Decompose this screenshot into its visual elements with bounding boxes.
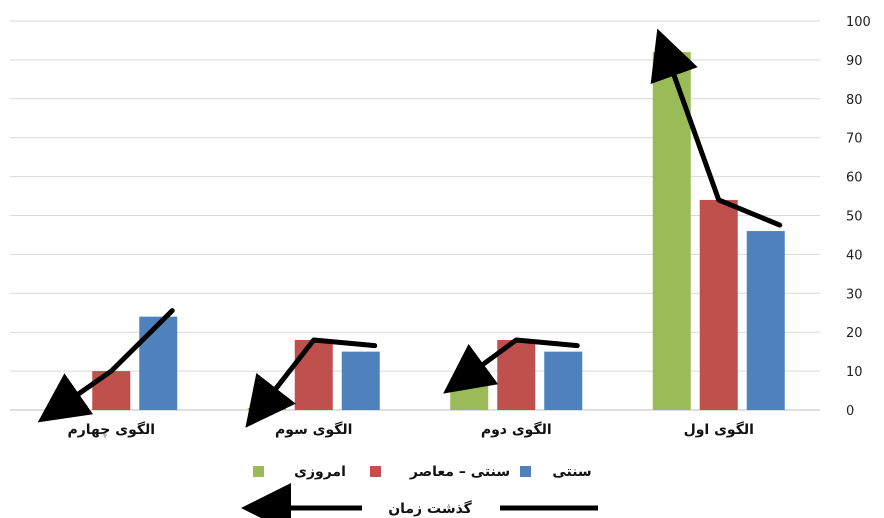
bar	[746, 231, 785, 410]
y-tick-label: 60	[846, 171, 863, 186]
y-tick-label: 80	[846, 93, 863, 108]
bar	[544, 351, 583, 410]
trend-arrow	[37, 308, 175, 423]
bar	[139, 316, 178, 410]
y-tick-label: 40	[846, 248, 863, 263]
category-label: الگوی اول	[684, 421, 754, 438]
y-tick-label: 100	[846, 15, 871, 30]
trend-arrow	[245, 337, 378, 428]
legend-label: سنتی	[552, 464, 591, 480]
category-label: الگوی سوم	[275, 421, 353, 438]
y-tick-label: 30	[846, 287, 863, 302]
legend-swatch	[370, 466, 381, 477]
trend-arrow	[650, 28, 783, 228]
bars	[45, 52, 785, 411]
y-tick-label: 10	[846, 365, 863, 380]
trend-arrow	[443, 337, 580, 394]
legend-swatch	[253, 466, 264, 477]
bar	[341, 351, 380, 410]
legend-label: سنتی – معاصر	[409, 464, 510, 480]
bar	[45, 408, 84, 410]
y-tick-label: 50	[846, 210, 863, 225]
y-tick-label: 90	[846, 54, 863, 69]
time-arrow: گذشت زمان	[241, 483, 598, 518]
x-axis: الگوی اول الگوی دوم الگوی سوم الگوی چهارم	[67, 421, 753, 438]
category-label: الگوی دوم	[481, 421, 552, 438]
time-arrow-label: گذشت زمان	[388, 500, 472, 517]
bar	[699, 199, 738, 410]
bar	[450, 378, 489, 410]
y-axis: 0 10 20 30 40 50 60 70 80 90 100	[846, 15, 871, 419]
y-tick-label: 0	[846, 404, 854, 419]
bar	[294, 339, 333, 410]
trend-arrows	[37, 28, 783, 428]
bar	[652, 52, 691, 411]
y-tick-label: 20	[846, 326, 863, 341]
legend: امروزی سنتی – معاصر سنتی	[253, 464, 592, 480]
bar	[247, 408, 286, 410]
legend-swatch	[520, 466, 531, 477]
category-label: الگوی چهارم	[67, 421, 155, 438]
y-tick-label: 70	[846, 132, 863, 147]
bar	[92, 371, 131, 410]
legend-label: امروزی	[294, 464, 346, 480]
